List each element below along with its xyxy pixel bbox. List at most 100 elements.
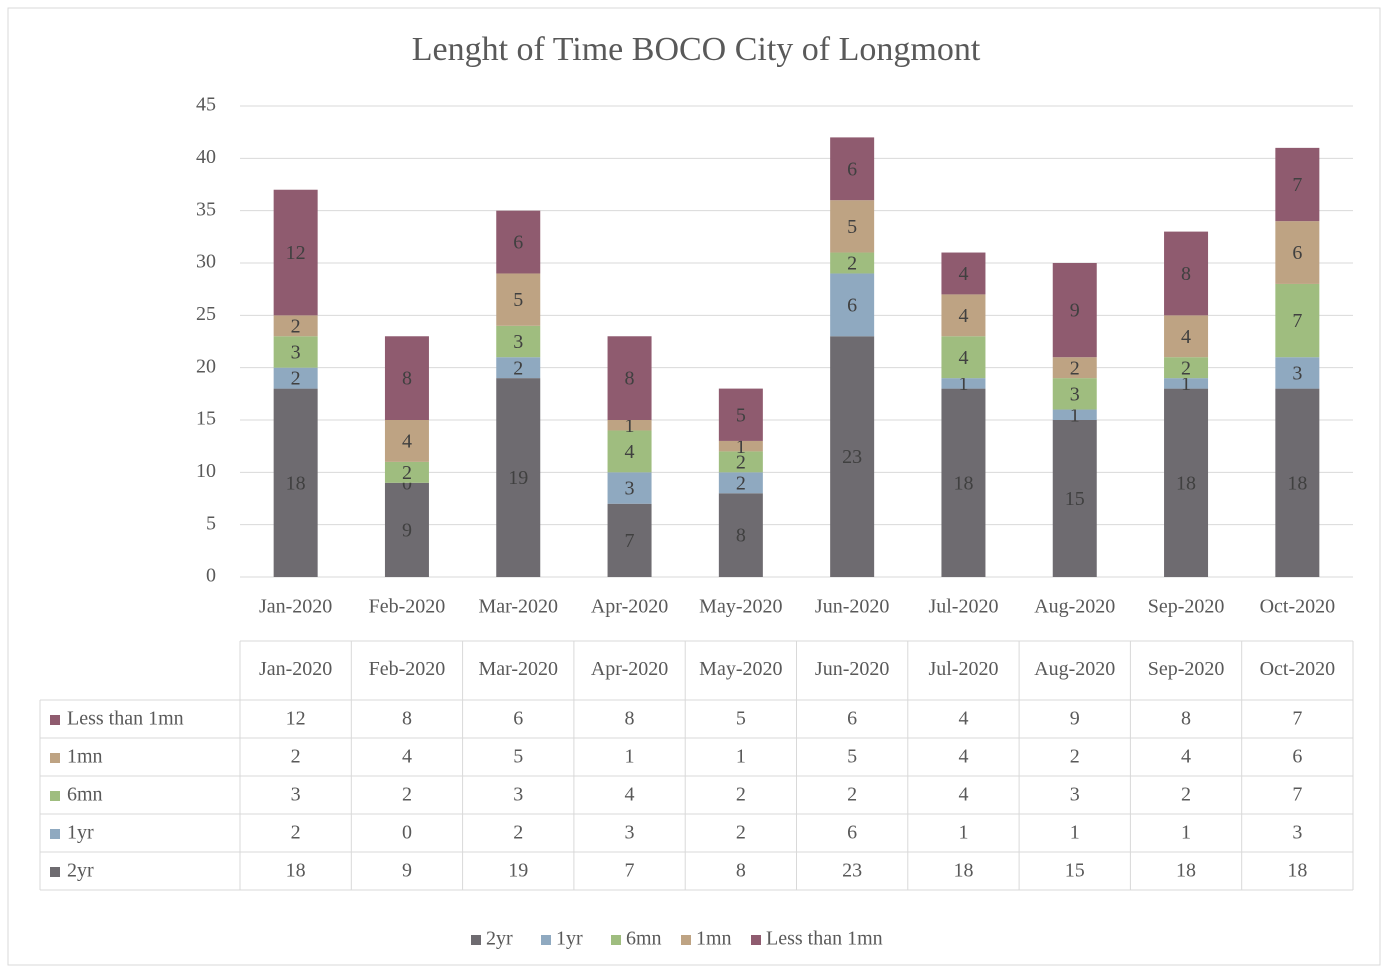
y-tick-label: 35 <box>196 198 216 220</box>
table-cell: 4 <box>958 708 968 730</box>
table-cell: 18 <box>286 860 306 882</box>
data-label: 4 <box>402 431 412 453</box>
table-header: Aug-2020 <box>1034 658 1115 680</box>
bar-segment <box>496 357 541 379</box>
y-tick-label: 0 <box>206 565 216 587</box>
table-cell: 18 <box>1176 860 1196 882</box>
bar-segment <box>1052 263 1097 358</box>
bar-segment <box>384 420 429 462</box>
table-cell: 3 <box>291 784 301 806</box>
table-cell: 2 <box>402 784 412 806</box>
bar-segment <box>273 315 318 337</box>
x-tick-label: Apr-2020 <box>591 596 668 618</box>
data-label: 2 <box>402 462 412 484</box>
bar-segment <box>718 388 763 441</box>
x-tick-label: Aug-2020 <box>1034 596 1115 618</box>
bar-segment <box>384 461 429 483</box>
table-cell: 0 <box>402 822 412 844</box>
y-tick-label: 10 <box>196 460 216 482</box>
bar-segment <box>1275 221 1320 284</box>
table-cell: 1 <box>958 822 968 844</box>
data-label: 2 <box>291 368 301 390</box>
y-tick-label: 15 <box>196 408 216 430</box>
table-cell: 4 <box>958 784 968 806</box>
y-tick-label: 30 <box>196 251 216 273</box>
x-tick-label: Jul-2020 <box>928 596 998 618</box>
data-label: 6 <box>513 232 523 254</box>
table-cell: 8 <box>402 708 412 730</box>
y-tick-label: 25 <box>196 303 216 325</box>
table-cell: 18 <box>1287 860 1307 882</box>
data-label: 19 <box>508 467 528 489</box>
y-tick-label: 45 <box>196 94 216 116</box>
legend-key <box>541 935 551 945</box>
bar-segment <box>607 472 652 504</box>
table-cell: 6 <box>513 708 523 730</box>
data-label: 3 <box>1070 383 1080 405</box>
table-legend-key <box>50 791 60 801</box>
data-label: 8 <box>402 368 412 390</box>
table-cell: 7 <box>1292 784 1302 806</box>
x-tick-label: Jun-2020 <box>815 596 889 618</box>
bar-segment <box>384 336 429 420</box>
data-label: 12 <box>286 242 306 264</box>
data-label: 6 <box>1292 242 1302 264</box>
table-cell: 2 <box>736 784 746 806</box>
bar-segment <box>718 472 763 494</box>
chart-title: Lenght of Time BOCO City of Longmont <box>412 31 981 68</box>
table-row-label: 1mn <box>67 746 103 768</box>
data-label: 5 <box>736 404 746 426</box>
table-cell: 6 <box>847 822 857 844</box>
table-cell: 7 <box>625 860 635 882</box>
data-label: 18 <box>1176 472 1196 494</box>
bar-segment <box>941 336 986 379</box>
data-label: 5 <box>847 216 857 238</box>
data-label: 2 <box>1181 357 1191 379</box>
table-row-label: Less than 1mn <box>67 708 184 730</box>
data-label: 6 <box>847 158 857 180</box>
data-label: 3 <box>291 342 301 364</box>
table-cell: 8 <box>736 860 746 882</box>
bar-segment <box>384 482 429 577</box>
bar-segment <box>1275 283 1320 358</box>
data-label: 0 <box>402 472 412 494</box>
legend-key <box>471 935 481 945</box>
data-label: 1 <box>958 373 968 395</box>
data-label: 1 <box>625 415 635 437</box>
table-row-label: 2yr <box>67 860 94 882</box>
table-cell: 9 <box>1070 708 1080 730</box>
data-label: 4 <box>625 441 635 463</box>
table-cell: 4 <box>402 746 412 768</box>
data-label: 7 <box>625 530 635 552</box>
legend-label: Less than 1mn <box>766 928 883 950</box>
data-label: 8 <box>1181 263 1191 285</box>
table-cell: 2 <box>291 822 301 844</box>
table-cell: 9 <box>402 860 412 882</box>
table-row-label: 1yr <box>67 822 94 844</box>
table-cell: 12 <box>286 708 306 730</box>
bar-segment <box>273 388 318 577</box>
table-header: Jul-2020 <box>928 658 998 680</box>
table-header: May-2020 <box>699 658 782 680</box>
x-tick-label: Feb-2020 <box>369 596 446 618</box>
data-label: 2 <box>513 357 523 379</box>
data-label: 15 <box>1065 488 1085 510</box>
legend-label: 6mn <box>626 928 662 950</box>
bar-segment <box>830 200 875 253</box>
table-cell: 1 <box>736 746 746 768</box>
bar-segment <box>941 388 986 577</box>
bar-segment <box>941 378 986 389</box>
table-header: Feb-2020 <box>369 658 446 680</box>
bar-segment <box>1052 420 1097 577</box>
table-cell: 15 <box>1065 860 1085 882</box>
data-label: 4 <box>958 347 968 369</box>
bar-segment <box>1052 378 1097 410</box>
table-row-label: 6mn <box>67 784 103 806</box>
data-label: 9 <box>1070 300 1080 322</box>
table-cell: 2 <box>1070 746 1080 768</box>
data-label: 18 <box>286 472 306 494</box>
data-label: 18 <box>1287 472 1307 494</box>
data-label: 4 <box>958 305 968 327</box>
y-tick-label: 20 <box>196 355 216 377</box>
